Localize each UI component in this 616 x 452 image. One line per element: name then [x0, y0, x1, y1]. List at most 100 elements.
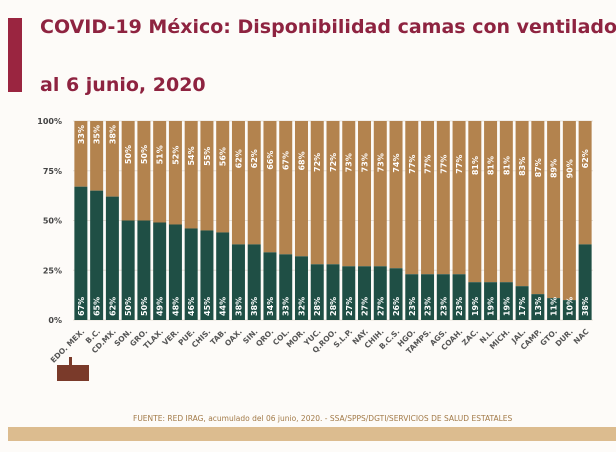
bar-available [247, 121, 261, 245]
bar-available [168, 121, 182, 225]
data-label-available: 87% [534, 158, 543, 177]
bar-available [200, 121, 214, 231]
data-label-occupied: 23% [439, 297, 448, 316]
bar-occupied [90, 190, 104, 320]
data-label-available: 90% [565, 159, 574, 178]
bar-available [515, 121, 529, 287]
bar-occupied [531, 294, 545, 320]
data-label-available: 52% [171, 146, 180, 165]
data-label-occupied: 26% [392, 297, 401, 316]
data-label-occupied: 45% [203, 297, 212, 316]
bar-occupied [578, 244, 592, 320]
data-label-available: 33% [77, 125, 86, 144]
data-label-occupied: 38% [581, 297, 590, 316]
data-label-occupied: 23% [408, 297, 417, 316]
data-label-occupied: 44% [219, 297, 228, 316]
data-label-occupied: 28% [313, 297, 322, 316]
data-label-available: 35% [93, 125, 102, 144]
bar-occupied [389, 268, 403, 320]
bar-occupied [436, 274, 450, 320]
x-tick-label: DUR. [553, 327, 574, 348]
bar-available [326, 121, 340, 265]
bar-occupied [342, 266, 356, 320]
data-label-available: 73% [361, 153, 370, 172]
bar-occupied [294, 256, 308, 320]
bar-occupied [247, 244, 261, 320]
bar-occupied [358, 266, 372, 320]
bar-available [294, 121, 308, 257]
data-label-occupied: 34% [266, 297, 275, 316]
data-label-available: 56% [219, 147, 228, 166]
y-tick-label: 75% [43, 167, 62, 176]
bar-available [358, 121, 372, 267]
bar-occupied [200, 230, 214, 320]
data-label-available: 72% [313, 153, 322, 172]
government-logo [57, 357, 89, 381]
bar-occupied [153, 222, 167, 320]
y-tick-label: 0% [48, 316, 62, 325]
page-title: COVID-19 México: Disponibilidad camas co… [40, 16, 616, 38]
data-label-available: 81% [487, 156, 496, 175]
data-label-occupied: 62% [108, 297, 117, 316]
data-label-occupied: 13% [534, 297, 543, 316]
bar-occupied [137, 220, 151, 320]
data-label-available: 50% [124, 145, 133, 164]
data-label-available: 62% [234, 149, 243, 168]
data-label-available: 73% [376, 153, 385, 172]
bar-available [153, 121, 167, 223]
data-label-available: 89% [550, 159, 559, 178]
data-label-occupied: 19% [502, 297, 511, 316]
bar-available [389, 121, 403, 269]
data-label-available: 83% [518, 157, 527, 176]
bar-occupied [515, 286, 529, 320]
bar-occupied [405, 274, 419, 320]
bar-occupied [326, 264, 340, 320]
bottom-band [8, 427, 616, 441]
data-label-available: 50% [140, 145, 149, 164]
bar-available [405, 121, 419, 275]
data-label-occupied: 65% [93, 297, 102, 316]
bar-occupied [231, 244, 245, 320]
bar-occupied [74, 186, 88, 320]
data-label-available: 74% [392, 154, 401, 173]
bar-available [90, 121, 104, 191]
data-label-occupied: 19% [471, 297, 480, 316]
data-label-available: 67% [282, 151, 291, 170]
x-tick-label: ZAC. [460, 327, 480, 347]
data-label-available: 77% [408, 155, 417, 174]
bar-available [421, 121, 435, 275]
data-label-available: 72% [329, 153, 338, 172]
data-label-occupied: 48% [171, 297, 180, 316]
data-label-available: 81% [502, 156, 511, 175]
bar-available [547, 121, 561, 299]
x-tick-label: NAC [572, 327, 591, 346]
bar-available [468, 121, 482, 283]
data-label-occupied: 50% [140, 297, 149, 316]
data-label-available: 62% [250, 149, 259, 168]
bar-available [121, 121, 135, 221]
data-label-occupied: 17% [518, 297, 527, 316]
data-label-occupied: 27% [345, 297, 354, 316]
x-tick-label: QRO. [254, 327, 275, 348]
bar-occupied [562, 300, 576, 320]
bar-available [310, 121, 324, 265]
stacked-bar-chart: 0%25%50%75%100%67%33%EDO. MEX.65%35%B.C.… [37, 117, 593, 365]
data-label-occupied: 11% [550, 297, 559, 316]
bar-available [279, 121, 293, 255]
bar-occupied [421, 274, 435, 320]
x-tick-label: OAX. [223, 327, 244, 348]
data-label-occupied: 23% [424, 297, 433, 316]
page-subtitle: al 6 junio, 2020 [40, 74, 206, 96]
data-label-available: 66% [266, 151, 275, 170]
bar-available [184, 121, 198, 229]
data-label-occupied: 38% [250, 297, 259, 316]
bar-available [263, 121, 277, 253]
data-label-occupied: 27% [361, 297, 370, 316]
bar-available [499, 121, 513, 283]
data-label-occupied: 27% [376, 297, 385, 316]
bar-available [105, 121, 119, 197]
data-label-available: 81% [471, 156, 480, 175]
data-label-available: 51% [156, 145, 165, 164]
data-label-available: 62% [581, 149, 590, 168]
